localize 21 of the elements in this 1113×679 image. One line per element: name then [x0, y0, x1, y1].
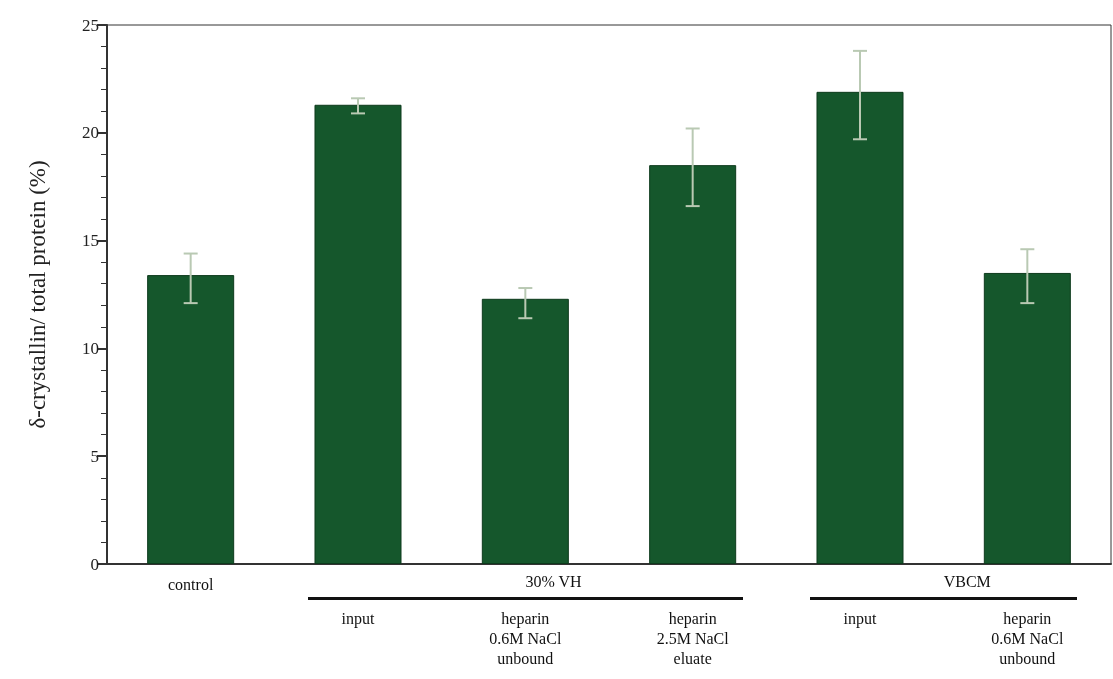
x-tick-label: heparin 0.6M NaCl unbound	[489, 609, 562, 667]
y-tick-label: 0	[90, 554, 99, 574]
text: VBCM	[943, 572, 991, 590]
y-tick-label: 15	[82, 231, 99, 251]
text: 30% VH	[525, 572, 583, 590]
bar	[816, 91, 904, 564]
bar	[481, 298, 569, 564]
y-tick-label: 10	[82, 338, 99, 358]
x-tick-label: control	[168, 575, 214, 593]
y-tick-label: 5	[90, 446, 99, 466]
y-axis-title: δ-crystallin/ total protein (%)	[25, 160, 50, 429]
x-tick-label: heparin 2.5M NaCl eluate	[656, 609, 730, 667]
bar	[983, 272, 1071, 564]
y-tick-label: 20	[82, 123, 99, 143]
bar	[314, 104, 402, 564]
y-tick-label: 25	[82, 15, 99, 35]
x-tick-label: heparin 0.6M NaCl unbound	[991, 609, 1064, 667]
bar	[147, 275, 235, 564]
x-tick-label: input	[341, 609, 375, 628]
x-tick-label: input	[843, 609, 877, 628]
bar	[649, 165, 737, 564]
